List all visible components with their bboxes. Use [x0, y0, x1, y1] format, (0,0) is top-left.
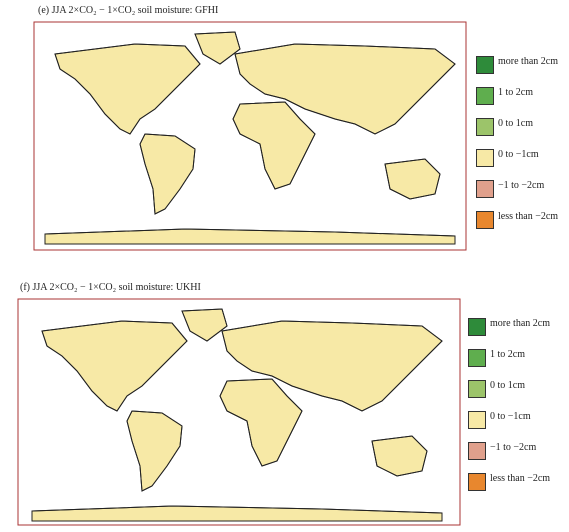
legend-label: more than 2cm — [490, 318, 550, 329]
legend-swatch — [476, 87, 494, 105]
legend-label: −1 to −2cm — [498, 180, 545, 191]
legend-swatch — [468, 380, 486, 398]
legend-swatch — [468, 411, 486, 429]
legend-label: 0 to 1cm — [498, 118, 533, 129]
map — [44, 31, 456, 245]
legend-label: less than −2cm — [498, 211, 559, 222]
legend-label: 0 to −1cm — [498, 149, 539, 160]
legend-item: 1 to 2cm — [468, 349, 558, 377]
legend-item: more than 2cm — [468, 318, 558, 346]
legend-label: 0 to 1cm — [490, 380, 525, 391]
legend-item: 0 to −1cm — [476, 149, 566, 177]
legend-item: less than −2cm — [468, 473, 558, 501]
legend-label: 1 to 2cm — [490, 349, 525, 360]
legend-item: more than 2cm — [476, 56, 566, 84]
legend-swatch — [468, 473, 486, 491]
legend-label: 0 to −1cm — [490, 411, 531, 422]
legend-item: 0 to −1cm — [468, 411, 558, 439]
legend-item: −1 to −2cm — [468, 442, 558, 470]
legend-swatch — [468, 442, 486, 460]
legend-swatch — [468, 349, 486, 367]
legend-item: less than −2cm — [476, 211, 566, 239]
legend-swatch — [476, 118, 494, 136]
legend-swatch — [476, 180, 494, 198]
legend-swatch — [476, 56, 494, 74]
legend-item: 0 to 1cm — [476, 118, 566, 146]
legend-item: 0 to 1cm — [468, 380, 558, 408]
legend-swatch — [476, 211, 494, 229]
legend-swatch — [468, 318, 486, 336]
panel-title: (e) JJA 2×CO₂ − 1×CO₂ soil moisture: GFH… — [38, 5, 219, 16]
legend-swatch — [476, 149, 494, 167]
legend-item: 1 to 2cm — [476, 87, 566, 115]
legend-label: 1 to 2cm — [498, 87, 533, 98]
map-frame — [17, 298, 461, 526]
legend-label: −1 to −2cm — [490, 442, 537, 453]
panel-title: (f) JJA 2×CO₂ − 1×CO₂ soil moisture: UKH… — [20, 282, 201, 293]
legend-item: −1 to −2cm — [476, 180, 566, 208]
map-frame — [33, 21, 467, 251]
legend-label: less than −2cm — [490, 473, 551, 484]
legend-label: more than 2cm — [498, 56, 558, 67]
map — [31, 308, 443, 522]
